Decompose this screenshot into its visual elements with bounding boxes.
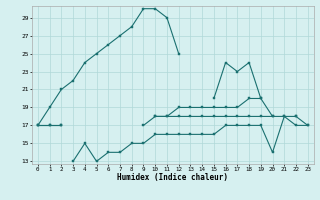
X-axis label: Humidex (Indice chaleur): Humidex (Indice chaleur) — [117, 173, 228, 182]
